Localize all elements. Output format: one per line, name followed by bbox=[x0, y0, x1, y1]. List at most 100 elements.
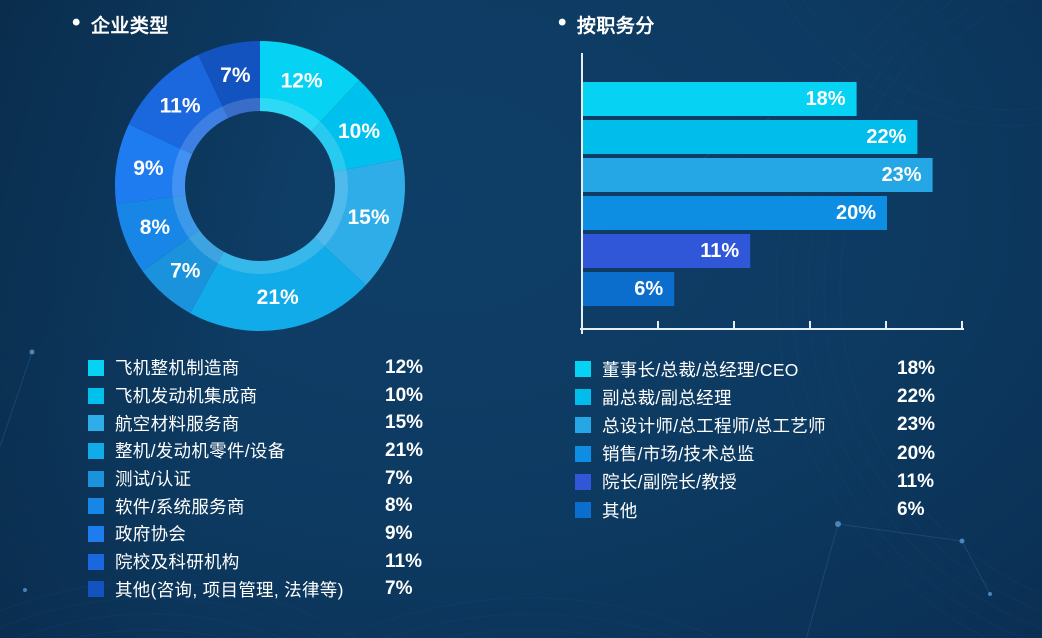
legend-value: 7% bbox=[385, 467, 413, 489]
bar-6 bbox=[583, 272, 675, 306]
legend-label: 飞机整机制造商 bbox=[115, 358, 240, 379]
donut-slice-label: 12% bbox=[281, 69, 323, 92]
legend-swatch bbox=[575, 361, 591, 378]
legend-label: 副总裁/副总经理 bbox=[602, 387, 732, 408]
bar-value-label: 20% bbox=[836, 202, 876, 224]
bar-value-label: 11% bbox=[700, 240, 739, 262]
legend-label: 总设计师/总工程师/总工艺师 bbox=[602, 415, 826, 436]
donut-slice-4 bbox=[190, 237, 366, 332]
legend-value: 12% bbox=[385, 356, 424, 378]
donut-slice-7 bbox=[114, 124, 193, 205]
legend-swatch bbox=[88, 387, 104, 404]
legend-value: 21% bbox=[385, 439, 424, 461]
legend-item: 飞机发动机集成商 10% bbox=[88, 382, 433, 410]
bar-chart: 18% 22% 23% 20% 11% 6% bbox=[580, 53, 964, 334]
donut-slice-3 bbox=[314, 158, 405, 286]
legend-value: 20% bbox=[897, 442, 936, 464]
legend-label: 院长/副院长/教授 bbox=[602, 472, 737, 493]
legend-label: 航空材料服务商 bbox=[115, 413, 240, 434]
bar-2 bbox=[583, 120, 918, 154]
legend-swatch bbox=[88, 415, 104, 432]
legend-value: 10% bbox=[385, 384, 424, 406]
legend-item: 总设计师/总工程师/总工艺师 23% bbox=[575, 411, 945, 439]
legend-label: 其他 bbox=[602, 500, 638, 521]
legend-label: 软件/系统服务商 bbox=[115, 496, 245, 517]
bar-title-text: 按职务分 bbox=[576, 16, 655, 37]
bar-3 bbox=[583, 158, 933, 192]
legend-label: 销售/市场/技术总监 bbox=[602, 444, 755, 465]
legend-item: 销售/市场/技术总监 20% bbox=[575, 440, 945, 468]
legend-item: 软件/系统服务商 8% bbox=[88, 492, 433, 520]
legend-label: 院校及科研机构 bbox=[115, 552, 240, 573]
legend-item: 董事长/总裁/总经理/CEO 18% bbox=[575, 355, 945, 383]
bar-value-label: 18% bbox=[806, 88, 846, 110]
legend-swatch bbox=[575, 502, 591, 519]
donut-legend: 飞机整机制造商 12% 飞机发动机集成商 10% 航空材料服务商 15% 整机/发动机零件/… bbox=[88, 354, 433, 603]
legend-item: 其他(咨询, 项目管理, 法律等) 7% bbox=[88, 576, 433, 604]
legend-value: 7% bbox=[385, 578, 413, 600]
donut-slice-5 bbox=[142, 230, 224, 314]
bar-1 bbox=[583, 82, 857, 116]
bar-value-label: 6% bbox=[634, 278, 663, 300]
legend-swatch bbox=[88, 525, 104, 542]
legend-value: 23% bbox=[897, 414, 936, 436]
legend-item: 政府协会 9% bbox=[88, 520, 433, 548]
bar-value-label: 23% bbox=[882, 164, 922, 186]
legend-item: 院校及科研机构 11% bbox=[88, 548, 433, 576]
donut-slice-6 bbox=[116, 195, 200, 272]
donut-title-text: 企业类型 bbox=[90, 16, 169, 37]
legend-value: 15% bbox=[385, 412, 424, 434]
legend-value: 22% bbox=[897, 386, 936, 408]
legend-label: 测试/认证 bbox=[115, 469, 192, 490]
donut-slice-8 bbox=[128, 54, 229, 155]
legend-value: 6% bbox=[897, 499, 925, 521]
legend-label: 整机/发动机零件/设备 bbox=[115, 441, 286, 462]
donut-slice-label: 11% bbox=[160, 95, 201, 118]
legend-item: 航空材料服务商 15% bbox=[88, 409, 433, 437]
legend-swatch bbox=[88, 442, 104, 459]
donut-chart: 12% 10% 15% 21% 7% 8% 9% 11% 7% bbox=[114, 41, 405, 332]
bar-section-title: • 按职务分 bbox=[558, 8, 655, 38]
donut-slice-1 bbox=[260, 41, 360, 132]
donut-section-title: • 企业类型 bbox=[72, 8, 169, 38]
legend-swatch bbox=[575, 473, 591, 490]
bar-4 bbox=[583, 196, 887, 230]
legend-swatch bbox=[575, 445, 591, 462]
legend-item: 院长/副院长/教授 11% bbox=[575, 468, 945, 496]
legend-item: 整机/发动机零件/设备 21% bbox=[88, 437, 433, 465]
legend-value: 11% bbox=[897, 470, 934, 492]
legend-item: 飞机整机制造商 12% bbox=[88, 354, 433, 382]
bar-legend: 董事长/总裁/总经理/CEO 18% 副总裁/副总经理 22% 总设计师/总工程师/总工… bbox=[575, 355, 945, 524]
donut-inner-highlight bbox=[172, 98, 348, 274]
donut-slice-label: 21% bbox=[257, 286, 299, 309]
legend-value: 8% bbox=[385, 495, 413, 517]
title-bullet: • bbox=[558, 8, 567, 36]
donut-slice-label: 10% bbox=[338, 120, 380, 143]
legend-value: 9% bbox=[385, 522, 413, 544]
title-bullet: • bbox=[72, 8, 81, 36]
axes bbox=[580, 53, 964, 334]
legend-swatch bbox=[88, 553, 104, 570]
donut-slice-9 bbox=[198, 41, 260, 119]
donut-slice-label: 7% bbox=[220, 64, 251, 87]
legend-value: 18% bbox=[897, 358, 936, 380]
donut-slice-label: 15% bbox=[347, 206, 389, 229]
legend-swatch bbox=[88, 359, 104, 376]
legend-label: 董事长/总裁/总经理/CEO bbox=[602, 359, 799, 380]
legend-label: 其他(咨询, 项目管理, 法律等) bbox=[115, 579, 344, 600]
legend-swatch bbox=[88, 470, 104, 487]
donut-slice-label: 8% bbox=[140, 216, 171, 239]
donut-slice-label: 7% bbox=[170, 259, 201, 282]
donut-slice-label: 9% bbox=[133, 157, 164, 180]
legend-swatch bbox=[575, 417, 591, 434]
legend-swatch bbox=[88, 498, 104, 515]
legend-swatch bbox=[88, 581, 104, 598]
legend-item: 其他 6% bbox=[575, 496, 945, 524]
bar-5 bbox=[583, 234, 751, 268]
legend-label: 政府协会 bbox=[115, 524, 187, 545]
legend-swatch bbox=[575, 389, 591, 406]
donut-slice-2 bbox=[311, 80, 403, 172]
legend-value: 11% bbox=[385, 550, 422, 572]
